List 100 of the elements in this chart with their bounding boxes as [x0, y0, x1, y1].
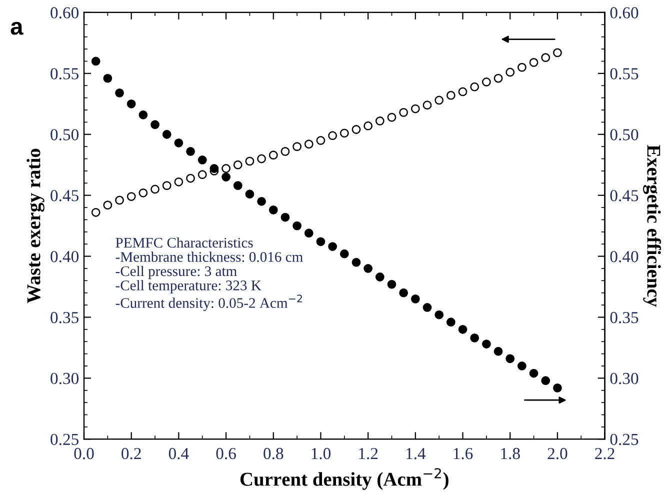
point: [387, 112, 396, 122]
point: [233, 181, 242, 190]
point: [222, 164, 230, 173]
point: [91, 208, 100, 217]
y-tick-label: 0.55: [50, 68, 78, 80]
point: [458, 324, 468, 334]
x-tick-label: 0.0: [74, 448, 94, 460]
point: [541, 53, 550, 62]
point: [186, 146, 195, 156]
point: [103, 200, 112, 210]
point: [174, 138, 184, 148]
point: [399, 108, 408, 117]
point: [410, 294, 420, 304]
point: [494, 346, 503, 356]
point: [434, 96, 444, 105]
x-tick-label: 1.0: [312, 448, 331, 460]
point: [352, 258, 361, 267]
point: [529, 368, 538, 378]
point: [150, 184, 160, 194]
point: [115, 88, 124, 98]
y-tick-label: 0.50: [50, 129, 79, 140]
point: [518, 62, 526, 72]
y2-tick-label: 0.60: [610, 7, 638, 18]
point: [103, 74, 112, 83]
y2-tick-label: 0.35: [610, 312, 638, 324]
annotation: PEMFC Characteristics -Membrane thickness: 0.016 cm -Cell pressure: 3 atm -Cell temperature: 323 K -Current density: 0.05-2 Acm$^{−2}$: [116, 237, 303, 311]
point: [482, 340, 491, 348]
point: [446, 90, 456, 100]
point: [292, 221, 302, 230]
point: [245, 156, 254, 166]
point: [518, 362, 526, 370]
x-tick-label: 0.8: [264, 448, 284, 460]
point: [328, 131, 338, 140]
x-tick-label: 1.8: [501, 448, 520, 460]
point: [138, 110, 148, 120]
point: [162, 130, 172, 139]
y-axis-title: Waste exergy ratio: [26, 148, 44, 304]
point: [280, 146, 290, 156]
point: [162, 181, 172, 190]
point: [150, 120, 160, 130]
point: [186, 174, 195, 183]
y-tick-label: 0.40: [50, 250, 79, 262]
y-tick-label: 0.45: [50, 190, 78, 202]
point: [364, 264, 373, 273]
point: [399, 288, 408, 298]
y2-tick-label: 0.40: [610, 250, 638, 262]
point: [506, 68, 515, 77]
text: a: [10, 22, 24, 35]
x-tick-label: 1.4: [406, 448, 426, 460]
point: [126, 192, 136, 201]
point: [292, 142, 302, 152]
y-tick-label: 0.25: [50, 434, 78, 446]
x-axis-title: Current density (Acm$^{−2}$): [240, 468, 448, 490]
x-tick-label: 0.4: [168, 448, 189, 460]
point: [529, 58, 538, 67]
point: [268, 206, 278, 214]
point: [352, 125, 361, 134]
point: [422, 100, 432, 110]
y2-tick-label: 0.30: [610, 372, 638, 384]
point: [280, 212, 290, 222]
point: [138, 188, 148, 198]
point: [482, 78, 491, 86]
y-tick-label: 0.30: [50, 372, 79, 384]
point: [541, 376, 550, 386]
point: [434, 310, 444, 320]
point: [340, 249, 349, 258]
y2-tick-label: 0.25: [610, 434, 638, 446]
point: [328, 242, 338, 251]
y-tick-label: 0.60: [50, 7, 79, 18]
x-tick-label: 0.2: [122, 448, 141, 460]
point: [446, 318, 456, 327]
x-tick-label: 2.2: [595, 448, 614, 460]
point: [553, 383, 562, 392]
y2-tick-label: 0.55: [610, 68, 638, 80]
point: [233, 160, 242, 170]
point: [375, 272, 384, 282]
point: [316, 136, 326, 145]
x-tick-label: 1.2: [359, 448, 378, 460]
point: [470, 82, 480, 92]
x-tick-label: 2.0: [548, 448, 568, 460]
point: [340, 128, 349, 138]
point: [174, 177, 184, 186]
point: [245, 190, 254, 199]
point: [553, 48, 562, 58]
point: [458, 87, 468, 96]
y2-tick-label: 0.45: [610, 190, 638, 202]
point: [506, 354, 515, 364]
y2-axis-title: Exergetic efficiency: [643, 144, 662, 307]
point: [115, 196, 124, 205]
y2-tick-label: 0.50: [610, 129, 638, 140]
point: [364, 121, 373, 130]
point: [304, 228, 314, 238]
point: [422, 303, 432, 312]
point: [198, 170, 207, 180]
y-tick-label: 0.35: [50, 312, 78, 324]
point: [470, 334, 480, 342]
point: [91, 56, 100, 66]
point: [222, 172, 230, 182]
x-tick-label: 1.6: [454, 448, 473, 460]
point: [257, 196, 266, 206]
